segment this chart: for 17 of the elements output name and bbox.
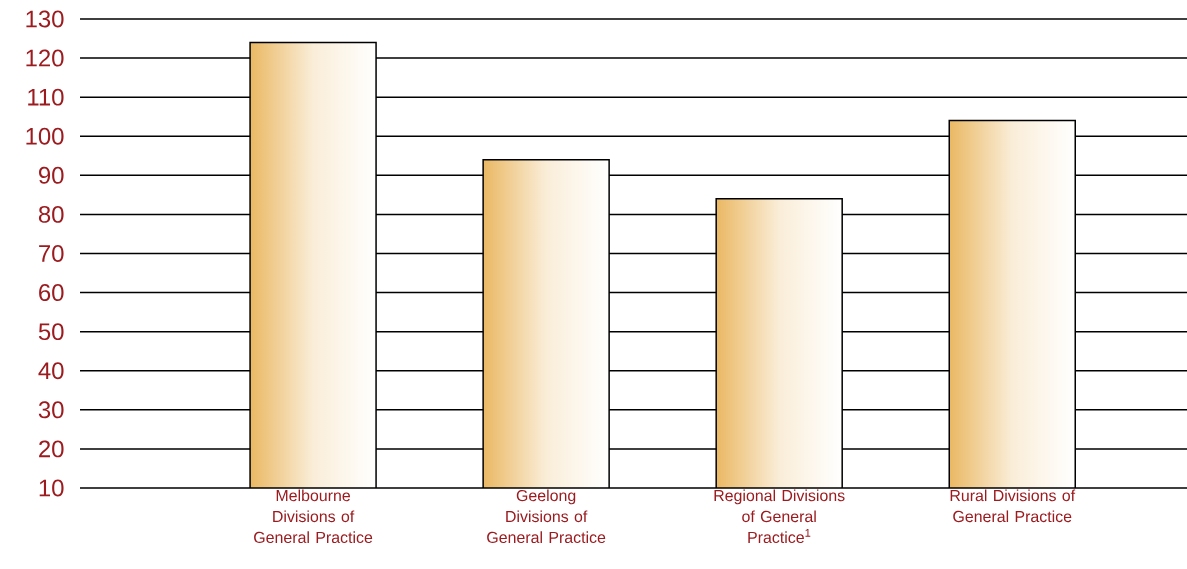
y-tick-label: 10 <box>39 479 64 497</box>
y-tick-label: 130 <box>26 10 64 28</box>
y-tick-label: 110 <box>28 88 64 106</box>
y-tick-label: 20 <box>39 440 64 458</box>
y-tick-label: 80 <box>38 205 64 223</box>
y-tick-label: 60 <box>39 284 64 302</box>
y-tick-label: 70 <box>39 245 64 262</box>
x-tick-label: Rural Divisions of General Practice <box>950 489 1076 523</box>
y-tick-label: 50 <box>38 323 64 341</box>
y-tick-label: 90 <box>39 166 64 184</box>
y-tick-label: 40 <box>38 362 64 380</box>
x-tick-label: Regional Divisions of General Practice$^{1}$ <box>714 489 845 544</box>
x-tick-label: Melbourne Divisions of General Practice <box>254 489 373 544</box>
y-tick-label: 100 <box>26 127 64 145</box>
x-tick-label: Geelong Divisions of General Practice <box>487 489 606 544</box>
y-tick-label: 30 <box>38 401 64 419</box>
y-tick-label: 120 <box>26 49 64 67</box>
